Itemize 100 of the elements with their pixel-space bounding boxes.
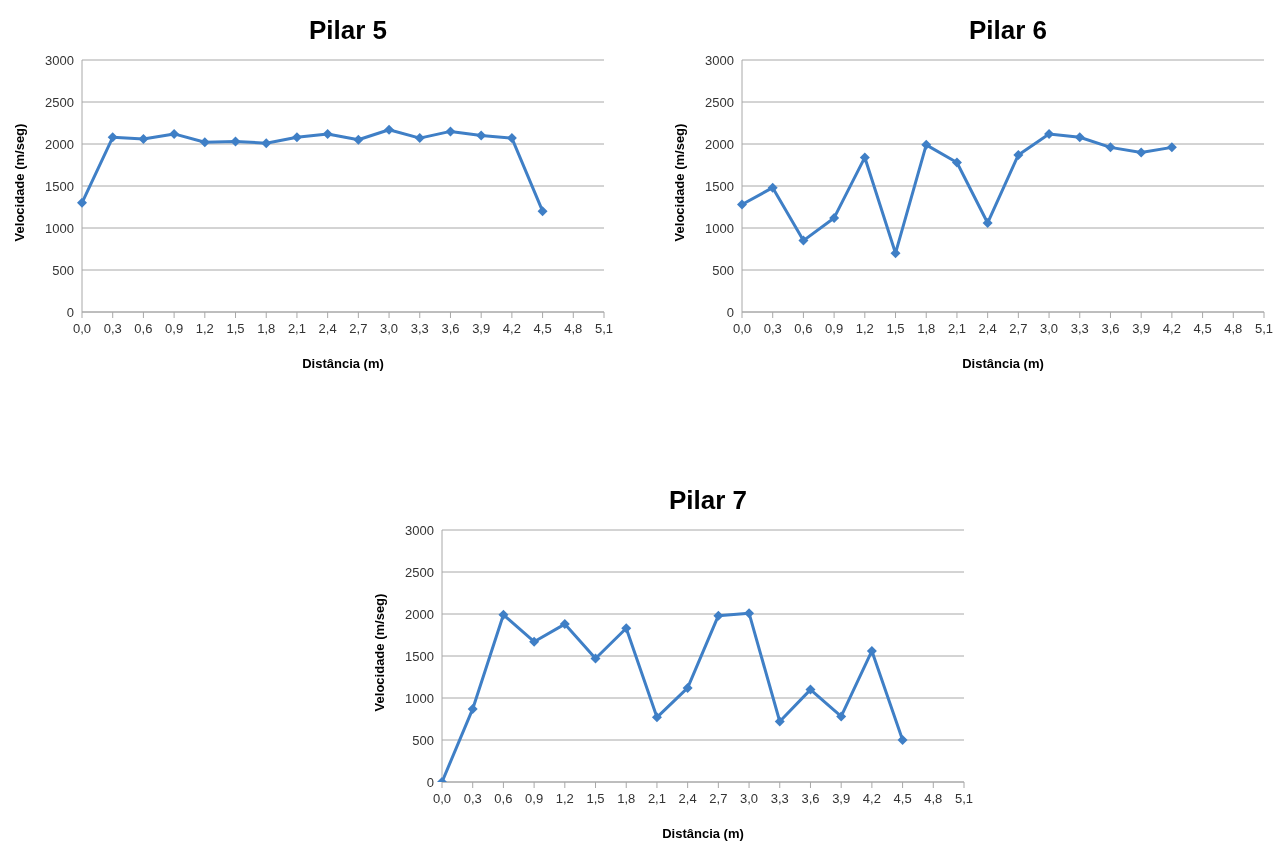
- x-tick-label: 4,2: [502, 321, 521, 337]
- x-tick-label: 4,5: [893, 791, 912, 807]
- x-tick-label: 2,1: [647, 791, 666, 807]
- x-tick-label: 1,8: [917, 321, 936, 337]
- x-tick-label: 2,4: [678, 791, 697, 807]
- x-tick-label: 3,3: [770, 791, 789, 807]
- x-tick-label: 2,1: [287, 321, 306, 337]
- point: [651, 712, 662, 723]
- y-tick-label: 1000: [45, 220, 74, 236]
- point: [1013, 149, 1024, 160]
- y-tick-label: 500: [52, 262, 74, 278]
- x-tick-label: 0,3: [103, 321, 122, 337]
- y-tick-label: 0: [426, 774, 434, 790]
- point: [982, 217, 993, 228]
- point: [261, 138, 272, 149]
- x-tick-label: 0,0: [432, 791, 452, 807]
- point: [744, 608, 755, 619]
- point: [445, 126, 456, 137]
- x-tick-label: 1,2: [195, 321, 214, 337]
- point: [737, 199, 747, 210]
- y-axis-title: Velocidade (m/seg): [672, 123, 688, 241]
- x-tick-label: 4,5: [533, 321, 552, 337]
- x-tick-label: 5,1: [594, 321, 614, 337]
- y-tick-label: 1500: [45, 178, 74, 194]
- x-tick-label: 3,9: [832, 791, 851, 807]
- chart-title: Pilar 5: [307, 14, 389, 47]
- x-tick-label: 1,5: [886, 321, 905, 337]
- point: [230, 136, 241, 147]
- x-tick-label: 0,9: [525, 791, 544, 807]
- point: [537, 206, 548, 217]
- x-tick-label: 1,5: [226, 321, 245, 337]
- x-tick-label: 2,1: [947, 321, 966, 337]
- y-axis-title: Velocidade (m/seg): [12, 123, 28, 241]
- point: [921, 139, 932, 150]
- x-tick-label: 3,0: [740, 791, 759, 807]
- x-tick-label: 1,5: [586, 791, 605, 807]
- point: [829, 212, 840, 223]
- point: [713, 610, 724, 621]
- point: [353, 134, 364, 145]
- y-tick-label: 3000: [705, 52, 734, 68]
- point: [107, 132, 118, 143]
- x-tick-label: 1,2: [855, 321, 874, 337]
- x-tick-label: 4,5: [1193, 321, 1212, 337]
- x-tick-label: 0,6: [134, 321, 153, 337]
- x-tick-label: 5,1: [1254, 321, 1274, 337]
- point: [897, 735, 908, 745]
- point: [414, 133, 425, 144]
- x-tick-label: 2,7: [349, 321, 368, 337]
- x-tick-label: 0,3: [763, 321, 782, 337]
- point: [798, 235, 809, 246]
- point: [498, 609, 509, 620]
- x-axis-title: Distância (m): [302, 356, 384, 371]
- x-tick-label: 3,6: [1101, 321, 1120, 337]
- point: [138, 133, 149, 144]
- point: [384, 124, 395, 135]
- x-tick-label: 0,6: [794, 321, 813, 337]
- x-tick-label: 0,3: [463, 791, 482, 807]
- x-tick-label: 3,3: [1070, 321, 1089, 337]
- y-tick-label: 2000: [405, 606, 434, 622]
- point: [859, 152, 870, 163]
- x-tick-label: 2,4: [978, 321, 997, 337]
- point: [866, 645, 877, 656]
- point: [476, 130, 487, 141]
- point: [1105, 142, 1116, 153]
- y-tick-label: 0: [66, 304, 74, 320]
- chart-title: Pilar 6: [967, 14, 1049, 47]
- x-tick-label: 3,6: [801, 791, 820, 807]
- x-tick-label: 3,9: [472, 321, 491, 337]
- y-tick-label: 3000: [45, 52, 74, 68]
- y-tick-label: 2500: [405, 564, 434, 580]
- y-axis-title: Velocidade (m/seg): [372, 593, 388, 711]
- point: [951, 157, 962, 168]
- point: [805, 684, 816, 695]
- y-tick-label: 500: [412, 732, 434, 748]
- x-tick-label: 1,2: [555, 791, 574, 807]
- x-axis-title: Distância (m): [662, 826, 744, 841]
- x-tick-label: 5,1: [954, 791, 974, 807]
- x-tick-label: 0,0: [732, 321, 752, 337]
- point: [77, 197, 87, 208]
- x-tick-label: 0,0: [72, 321, 92, 337]
- point: [467, 703, 478, 714]
- point: [836, 711, 847, 722]
- x-tick-label: 0,9: [825, 321, 844, 337]
- point: [322, 128, 333, 139]
- point: [199, 137, 210, 148]
- point: [529, 636, 540, 647]
- x-tick-label: 0,9: [165, 321, 184, 337]
- x-tick-label: 3,9: [1132, 321, 1151, 337]
- x-tick-label: 3,3: [410, 321, 429, 337]
- x-tick-label: 3,0: [380, 321, 399, 337]
- y-tick-label: 1500: [705, 178, 734, 194]
- point: [1136, 147, 1147, 158]
- point: [621, 623, 632, 634]
- point: [1074, 132, 1085, 143]
- x-tick-label: 1,8: [257, 321, 276, 337]
- x-tick-label: 3,0: [1040, 321, 1059, 337]
- point: [559, 619, 570, 630]
- x-tick-label: 4,2: [1162, 321, 1181, 337]
- chart-title: Pilar 7: [667, 484, 749, 517]
- point: [774, 716, 785, 727]
